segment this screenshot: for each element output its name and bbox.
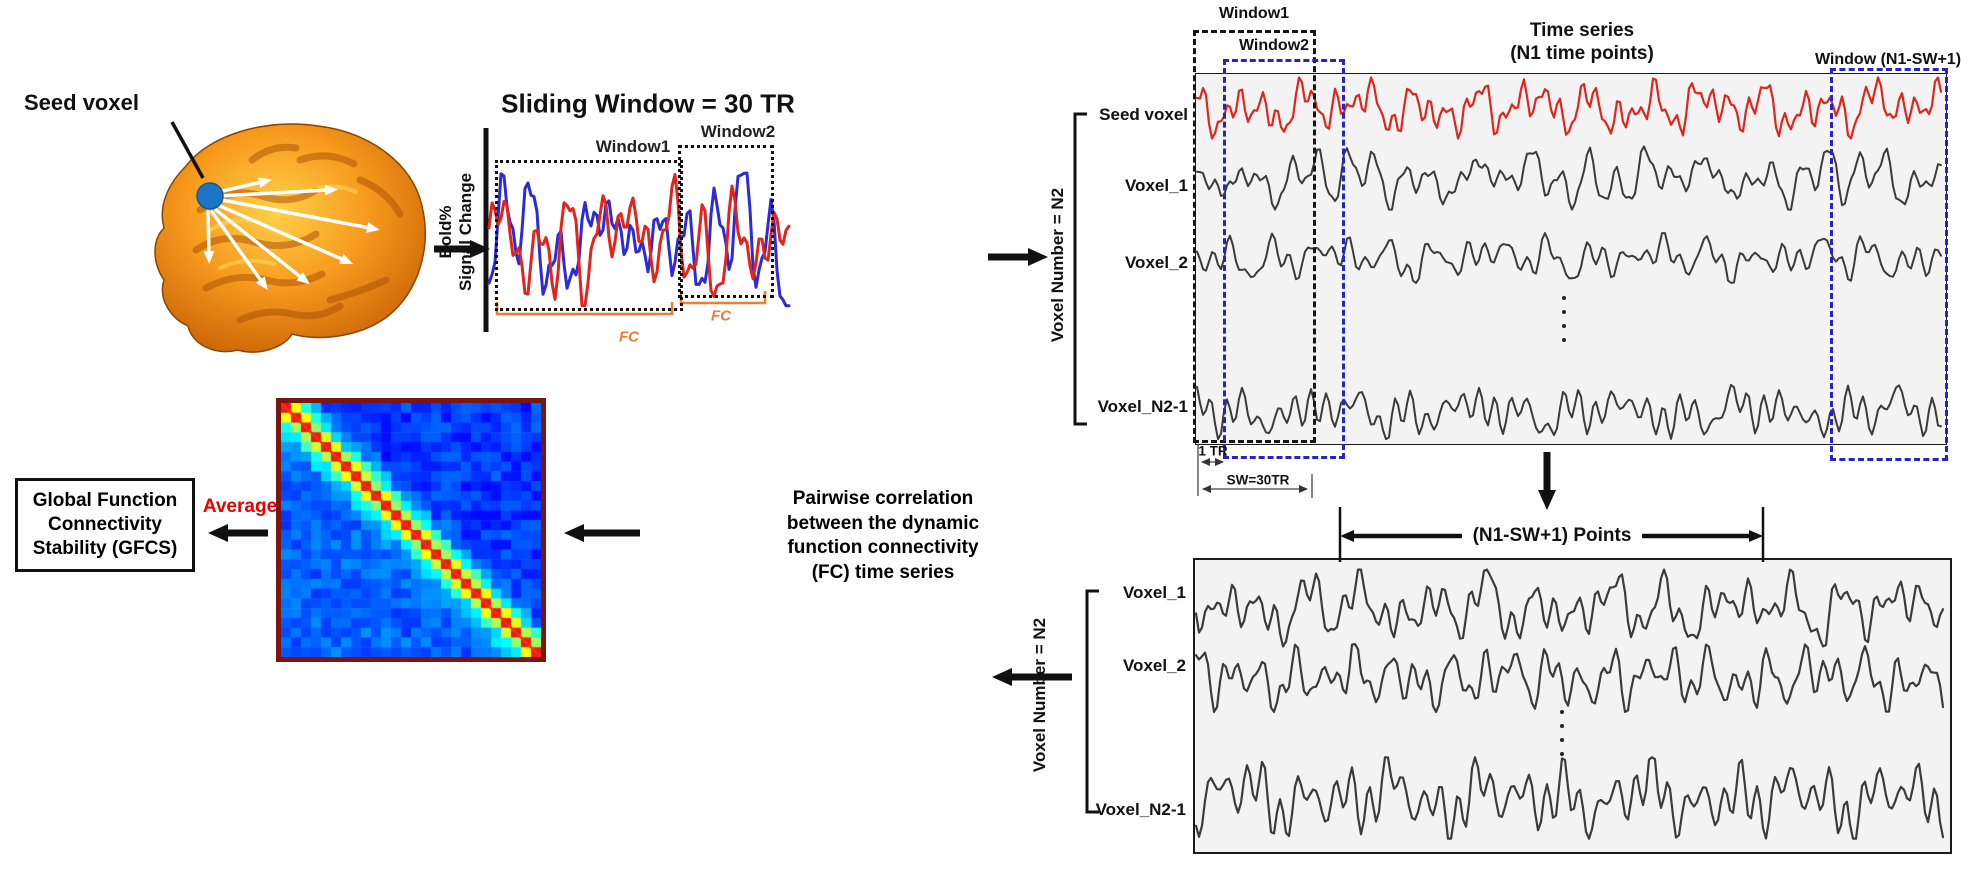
bottom-row-voxelN2-label: Voxel_N2-1	[1095, 800, 1186, 819]
top-panel-ellipsis	[1562, 296, 1566, 342]
pairwise-correlation-text: Pairwise correlation between the dynamic…	[757, 487, 1009, 585]
top-panel-window2-box	[1223, 59, 1345, 459]
fc2-label: FC	[711, 307, 731, 325]
timeseries-title-line1: Time series	[1529, 20, 1635, 41]
seed-voxel-label: Seed voxel	[24, 90, 139, 115]
top-panel-window-right-box	[1830, 68, 1948, 461]
brain-highlights	[208, 184, 358, 270]
timeseries-title-line2: (N1 time points)	[1510, 43, 1654, 64]
top-row-voxel1-label: Voxel_1	[1124, 176, 1188, 195]
top-row-seed-voxel-label: Seed voxel	[1099, 105, 1188, 124]
seed-voxel-dot	[196, 182, 224, 210]
bottom-timeseries-panel	[1193, 558, 1952, 854]
pairwise-line1: Pairwise correlation	[792, 488, 974, 509]
gfcs-box: Global Function Connectivity Stability (…	[15, 478, 195, 572]
correlation-matrix-canvas	[281, 403, 541, 657]
ylabel-line2: Signal Change	[456, 172, 475, 292]
seed-connectivity-arrows	[203, 177, 380, 291]
top-panel-bracket	[1073, 112, 1087, 426]
top-row-voxel2-label: Voxel_2	[1124, 253, 1188, 272]
bottom-panel-bracket	[1085, 589, 1099, 814]
top-panel-window2-label: Window2	[1238, 37, 1310, 54]
tr-label: 1 TR	[1198, 443, 1228, 459]
correlation-matrix	[276, 398, 546, 662]
bottom-panel-ellipsis	[1560, 710, 1564, 756]
brain-illustration	[154, 121, 426, 353]
fc1-label: FC	[619, 328, 639, 346]
pairwise-line4: (FC) time series	[811, 561, 955, 583]
bold-signal-ylabel: Bold% Signal Change	[436, 173, 476, 291]
sliding-window1-label: Window1	[595, 137, 671, 156]
average-label: Average	[202, 496, 278, 517]
window-right-label: Window (N1-SW+1)	[1814, 51, 1962, 68]
gfcs-line3: Stability (GFCS)	[32, 538, 178, 559]
sliding-window2-label: Window2	[700, 122, 776, 141]
pairwise-line2: between the dynamic	[786, 512, 980, 534]
brain-sulci	[192, 143, 404, 324]
gfcs-line2: Connectivity	[47, 514, 163, 535]
bottom-row-voxel1-label: Voxel_1	[1122, 583, 1186, 602]
top-panel-window1-label: Window1	[1218, 5, 1290, 22]
points-label: (N1-SW+1) Points	[1472, 525, 1632, 546]
sliding-window1-box	[495, 160, 683, 311]
bottom-row-voxel2-label: Voxel_2	[1122, 656, 1186, 675]
bottom-panel-axis-label: Voxel Number = N2	[1030, 617, 1049, 773]
gfcs-line1: Global Function	[32, 490, 178, 511]
top-row-voxelN2-label: Voxel_N2-1	[1097, 397, 1188, 416]
sw-label: SW=30TR	[1226, 472, 1290, 488]
sliding-window2-box	[678, 145, 774, 298]
ylabel-line1: Bold%	[436, 205, 455, 259]
seed-label-pointer	[170, 121, 205, 179]
top-panel-axis-label: Voxel Number = N2	[1048, 187, 1067, 343]
pairwise-line3: function connectivity	[787, 537, 979, 558]
sliding-window-title: Sliding Window = 30 TR	[501, 88, 795, 119]
